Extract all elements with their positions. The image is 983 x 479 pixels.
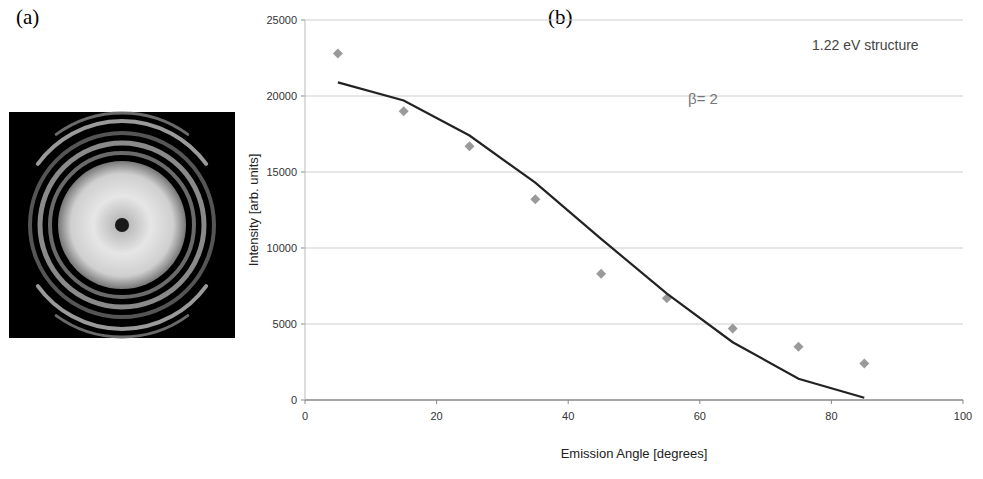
x-tick-label: 0	[302, 410, 308, 422]
annotation: 1.22 eV structure	[812, 37, 919, 53]
data-point	[596, 269, 606, 279]
arc	[38, 121, 206, 164]
arc	[38, 286, 206, 329]
grid-line	[305, 324, 963, 325]
y-tick	[301, 400, 305, 401]
ring	[50, 153, 194, 297]
x-tick	[831, 400, 832, 404]
x-tick	[699, 400, 700, 404]
arc	[56, 113, 188, 134]
data-point	[399, 106, 409, 116]
y-tick-label: 20000	[266, 90, 297, 102]
arc	[56, 316, 188, 337]
fit-line	[338, 82, 864, 397]
x-tick	[963, 400, 964, 404]
x-tick-label: 80	[825, 410, 837, 422]
y-tick	[301, 324, 305, 325]
x-tick	[568, 400, 569, 404]
x-tick-label: 60	[694, 410, 706, 422]
grid-line	[305, 96, 963, 97]
y-tick	[301, 20, 305, 21]
center-spot	[115, 218, 129, 232]
data-point	[333, 48, 343, 58]
vmi-image	[9, 112, 235, 338]
data-point	[465, 141, 475, 151]
panel-label: (b)	[548, 5, 573, 29]
x-tick-label: 100	[954, 410, 972, 422]
x-tick	[436, 400, 437, 404]
y-tick-label: 10000	[266, 242, 297, 254]
y-tick	[301, 172, 305, 173]
core	[58, 161, 186, 289]
x-tick-label: 20	[430, 410, 442, 422]
y-tick	[301, 96, 305, 97]
y-tick-label: 15000	[266, 166, 297, 178]
plot-marks	[333, 48, 869, 397]
data-point	[728, 324, 738, 334]
grid-line	[305, 172, 963, 173]
panel-label: (a)	[16, 5, 39, 29]
x-tick-label: 40	[562, 410, 574, 422]
grid-line	[305, 400, 963, 401]
x-tick	[305, 400, 306, 404]
grid-line	[305, 20, 963, 21]
data-point	[859, 359, 869, 369]
data-point	[794, 342, 804, 352]
grid-line	[305, 248, 963, 249]
x-axis-title: Emission Angle [degrees]	[561, 446, 708, 461]
y-tick	[301, 248, 305, 249]
annotation: β= 2	[688, 90, 718, 107]
figure: (a) (b) 0 5000 10000 15000 20000 25000 0 20 40 60 80…	[0, 0, 983, 479]
y-tick-label: 5000	[273, 318, 297, 330]
ring	[40, 143, 204, 307]
y-tick-label: 25000	[266, 14, 297, 26]
y-axis	[305, 20, 306, 400]
ring	[30, 133, 214, 317]
x-axis	[305, 400, 963, 401]
image-background	[9, 112, 235, 338]
data-point	[530, 194, 540, 204]
y-axis-title: Intensity [arb. units]	[246, 154, 261, 267]
y-tick-label: 0	[291, 394, 297, 406]
